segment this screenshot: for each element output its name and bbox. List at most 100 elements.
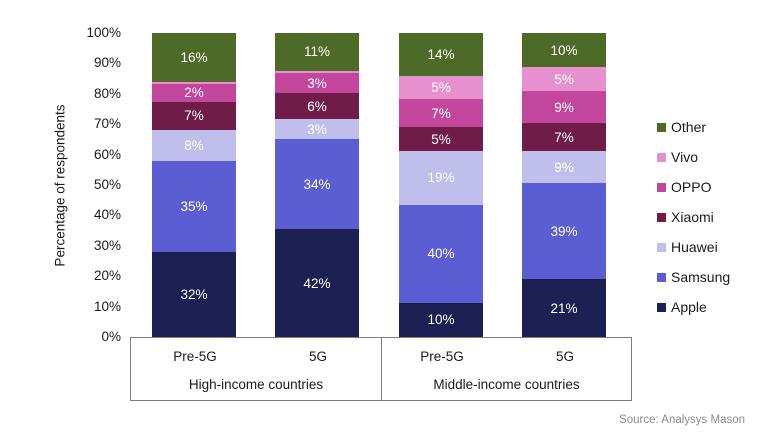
y-tick-label: 20% — [93, 268, 121, 284]
category-label-pre-5g: Pre-5G — [420, 349, 464, 364]
bar-segment-oppo: 3% — [275, 73, 359, 93]
bar-segment-value-label: 9% — [554, 99, 574, 115]
bar-segment-value-label: 7% — [554, 129, 574, 145]
bar-segment-value-label: 10% — [550, 42, 578, 58]
bar-segment-value-label: 3% — [307, 121, 327, 137]
category-label-5g: 5G — [555, 349, 574, 364]
bar-segment-other: 11% — [275, 33, 359, 71]
legend-label: OPPO — [671, 179, 712, 195]
y-tick-label: 30% — [93, 237, 121, 253]
bar-segment-vivo: 5% — [522, 67, 606, 91]
bar-segment-huawei: 19% — [399, 151, 483, 205]
legend-swatch-icon — [657, 302, 666, 312]
legend-swatch-icon — [657, 122, 666, 132]
bar-segment-xiaomi: 7% — [152, 101, 236, 131]
bar-segment-samsung: 34% — [275, 139, 359, 230]
bar-segment-value-label: 10% — [427, 312, 455, 328]
bar-segment-value-label: 2% — [184, 85, 204, 101]
legend: Other Vivo OPPO Xiaomi Huawei Samsung Apple — [657, 120, 730, 314]
bar-segment-apple: 32% — [152, 252, 236, 337]
legend-label: Vivo — [671, 149, 698, 165]
legend-swatch-icon — [657, 152, 666, 162]
bar-segment-value-label: 35% — [180, 199, 208, 215]
y-tick-label: 0% — [101, 329, 121, 344]
bar-segment-samsung: 40% — [399, 204, 483, 303]
bar-segment-apple: 42% — [275, 229, 359, 338]
legend-swatch-icon — [657, 182, 666, 192]
y-tick-label: 60% — [93, 146, 121, 162]
legend-swatch-icon — [657, 272, 666, 282]
category-label-pre-5g: Pre-5G — [173, 349, 217, 364]
bar-segment-value-label: 21% — [550, 300, 578, 316]
group-label-middle-income: Middle-income countries — [433, 377, 580, 392]
y-tick-label: 80% — [93, 85, 121, 101]
bar-segment-other: 14% — [399, 33, 483, 76]
bar-segment-value-label: 7% — [184, 108, 204, 124]
bar-segment-value-label: 39% — [550, 223, 578, 239]
bar-segment-xiaomi: 6% — [275, 92, 359, 120]
bar-segment-value-label: 11% — [303, 44, 331, 60]
bar-segment-samsung: 35% — [152, 161, 236, 253]
stacked-bar-2-5g: 11% 3% 6% 3% 34% 42% — [275, 33, 359, 338]
legend-label: Apple — [671, 299, 707, 315]
bar-segment-apple: 10% — [399, 302, 483, 337]
bar-segment-xiaomi: 7% — [522, 123, 606, 152]
legend-label: Other — [671, 119, 707, 135]
stacked-bar-1-pre-5g: 16% 2% 7% 8% 35% 32% — [152, 33, 236, 337]
group-label-high-income: High-income countries — [188, 377, 324, 392]
bar-segment-value-label: 6% — [307, 98, 327, 114]
bar-segment-oppo: 7% — [399, 99, 483, 128]
bar-segment-value-label: 9% — [554, 159, 574, 175]
y-tick-label: 100% — [86, 25, 121, 40]
bar-segment-xiaomi: 5% — [399, 127, 483, 152]
bar-segment-samsung: 39% — [522, 183, 606, 280]
category-label-5g: 5G — [308, 349, 327, 364]
bar-segment-oppo: 9% — [522, 90, 606, 124]
bar-segment-value-label: 5% — [431, 131, 451, 147]
bar-segment-other: 16% — [152, 33, 236, 82]
legend-item-oppo: OPPO — [657, 180, 730, 194]
bar-segment-oppo: 2% — [152, 84, 236, 102]
source-caption: Source: Analysys Mason — [619, 414, 745, 426]
legend-item-xiaomi: Xiaomi — [657, 210, 730, 224]
legend-item-other: Other — [657, 120, 730, 134]
bar-segment-huawei: 3% — [275, 119, 359, 140]
group-divider-line — [381, 338, 382, 400]
bar-segment-huawei: 9% — [522, 151, 606, 184]
bar-segment-vivo: 5% — [399, 75, 483, 100]
legend-swatch-icon — [657, 212, 666, 222]
bar-segment-value-label: 16% — [180, 49, 208, 65]
legend-label: Samsung — [671, 269, 731, 285]
bar-segment-value-label: 3% — [307, 75, 327, 91]
y-tick-label: 10% — [93, 298, 121, 314]
legend-item-apple: Apple — [657, 300, 730, 314]
stacked-bar-3-pre-5g: 14% 5% 7% 5% 19% 40% 10% — [399, 33, 483, 337]
category-axis-box: Pre-5G 5G Pre-5G 5G High-income countries M… — [130, 337, 632, 401]
bar-segment-huawei: 8% — [152, 130, 236, 162]
legend-item-huawei: Huawei — [657, 240, 730, 254]
y-tick-label: 40% — [93, 207, 121, 223]
bar-segment-apple: 21% — [522, 279, 606, 337]
legend-label: Xiaomi — [671, 209, 714, 225]
legend-item-samsung: Samsung — [657, 270, 730, 284]
legend-swatch-icon — [657, 242, 666, 252]
bar-segment-vivo — [152, 81, 236, 85]
bar-segment-other: 10% — [522, 33, 606, 68]
y-tick-label: 90% — [93, 55, 121, 71]
bar-segment-value-label: 5% — [554, 71, 574, 87]
bar-segment-value-label: 34% — [303, 176, 331, 192]
y-tick-label: 50% — [93, 177, 121, 192]
bar-segment-value-label: 19% — [427, 170, 455, 186]
bar-segment-value-label: 7% — [431, 105, 451, 121]
bar-segment-value-label: 8% — [184, 138, 204, 154]
y-tick-label: 70% — [93, 116, 121, 132]
bar-segment-value-label: 14% — [427, 46, 455, 62]
bar-segment-value-label: 5% — [431, 80, 451, 96]
bar-segment-value-label: 42% — [303, 275, 331, 291]
plot-area: 16% 2% 7% 8% 35% 32% 11% 3% 6% 3% 34% 42% 14% 5% 7% 5% 1… — [130, 33, 632, 338]
legend-label: Huawei — [671, 239, 718, 255]
bar-segment-vivo — [275, 70, 359, 74]
stacked-bar-4-5g: 10% 5% 9% 7% 9% 39% 21% — [522, 33, 606, 337]
bar-segment-value-label: 32% — [180, 287, 208, 303]
